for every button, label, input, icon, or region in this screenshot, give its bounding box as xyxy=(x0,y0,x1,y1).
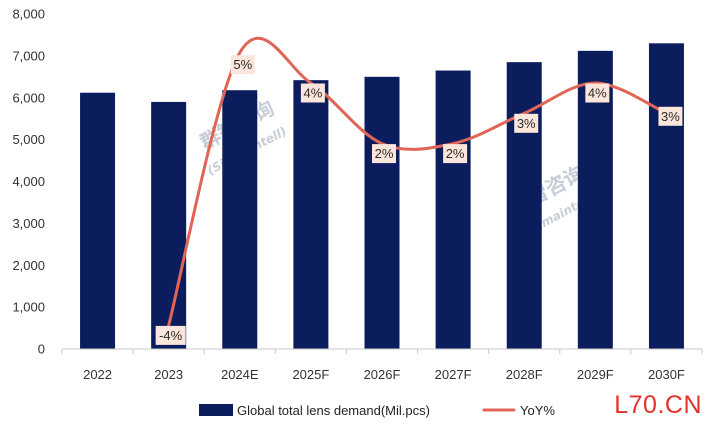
x-tick-label: 2026F xyxy=(364,367,401,382)
legend: Global total lens demand(Mil.pcs) YoY% xyxy=(199,403,555,418)
data-label: 4% xyxy=(585,83,610,103)
x-tick-label: 2024E xyxy=(221,367,259,382)
x-tick-label: 2023 xyxy=(154,367,183,382)
data-label-box xyxy=(155,325,186,345)
legend-bar-label: Global total lens demand(Mil.pcs) xyxy=(237,403,430,418)
y-axis: 0 1,000 2,000 3,000 4,000 5,000 6,000 7,000 8,00… xyxy=(12,7,45,357)
data-label-text: -4% xyxy=(159,328,183,343)
bar xyxy=(648,43,684,349)
y-tick-label: 1,000 xyxy=(12,300,45,315)
y-tick-label: 4,000 xyxy=(12,174,45,189)
data-label-box xyxy=(372,144,396,164)
x-tick-label: 2029F xyxy=(577,367,614,382)
yoy-line xyxy=(167,36,668,327)
x-axis: 2022 2023 2024E 2025F 2026F 2027F 2028F 2029F 20… xyxy=(61,349,703,382)
y-tick-label: 6,000 xyxy=(12,90,45,105)
bar xyxy=(293,80,329,349)
data-label-box xyxy=(230,55,255,75)
data-label: 3% xyxy=(658,106,683,126)
data-label-text: 3% xyxy=(661,109,680,124)
bar-series xyxy=(80,43,684,350)
bar xyxy=(222,90,258,350)
data-label: 2% xyxy=(372,144,396,164)
data-label-box xyxy=(514,113,539,133)
data-label: 3% xyxy=(514,113,539,133)
y-tick-label: 0 xyxy=(38,342,45,357)
data-label-box xyxy=(300,83,325,103)
legend-bar-swatch xyxy=(199,404,233,416)
data-label: 4% xyxy=(300,83,325,103)
x-tick-label: 2025F xyxy=(292,367,329,382)
bar xyxy=(506,62,542,349)
bar xyxy=(151,101,187,349)
bar xyxy=(80,92,116,349)
bar xyxy=(435,70,471,349)
legend-line-label: YoY% xyxy=(520,403,555,418)
data-label-text: 2% xyxy=(375,146,394,161)
data-label-text: 2% xyxy=(446,146,465,161)
data-label-box xyxy=(443,144,468,164)
data-labels: -4% 5% 4% 2% 2% 3% 4% 3% xyxy=(155,55,683,345)
data-label: 5% xyxy=(230,55,255,75)
y-tick-label: 7,000 xyxy=(12,48,45,63)
data-label-text: 3% xyxy=(517,116,536,131)
data-label-text: 5% xyxy=(233,57,252,72)
data-label: 2% xyxy=(443,144,468,164)
bar xyxy=(364,76,400,349)
data-label-text: 4% xyxy=(588,86,607,101)
data-label-text: 4% xyxy=(303,86,322,101)
y-tick-label: 3,000 xyxy=(12,216,45,231)
y-tick-label: 2,000 xyxy=(12,258,45,273)
x-tick-label: 2028F xyxy=(506,367,543,382)
y-tick-label: 8,000 xyxy=(12,7,45,22)
x-tick-label: 2022 xyxy=(83,367,112,382)
data-label: -4% xyxy=(155,325,186,345)
y-tick-label: 5,000 xyxy=(12,132,45,147)
data-label-box xyxy=(585,83,610,103)
x-tick-label: 2030F xyxy=(648,367,685,382)
x-tick-label: 2027F xyxy=(435,367,472,382)
site-logo: L70.CN xyxy=(614,391,702,419)
data-label-box xyxy=(658,106,683,126)
